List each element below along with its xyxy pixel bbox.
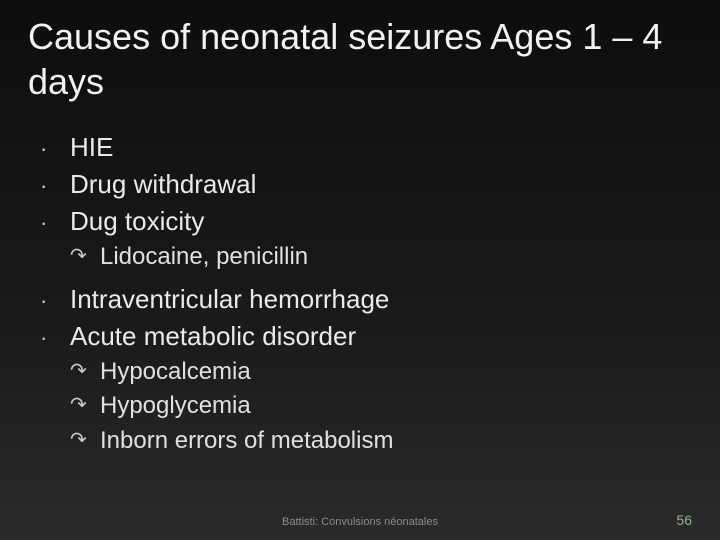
sub-bullet-marker-icon: ↷	[70, 241, 100, 270]
list-item-text: HIE	[70, 130, 113, 165]
bullet-marker-icon: ·	[40, 130, 70, 164]
list-item-text: Drug withdrawal	[70, 167, 256, 202]
bullet-marker-icon: ·	[40, 282, 70, 316]
list-item: ↷ Hypoglycemia	[70, 390, 680, 422]
sub-bullet-marker-icon: ↷	[70, 390, 100, 419]
sub-bullet-marker-icon: ↷	[70, 425, 100, 454]
list-item: · HIE	[40, 130, 680, 165]
list-item: ↷ Lidocaine, penicillin	[70, 241, 680, 273]
bullet-marker-icon: ·	[40, 204, 70, 238]
list-item-text: Lidocaine, penicillin	[100, 241, 308, 273]
list-item-text: Intraventricular hemorrhage	[70, 282, 389, 317]
list-item: ↷ Inborn errors of metabolism	[70, 425, 680, 457]
bullet-marker-icon: ·	[40, 167, 70, 201]
list-item: · Acute metabolic disorder	[40, 319, 680, 354]
list-item-text: Hypoglycemia	[100, 390, 251, 422]
page-number: 56	[676, 512, 692, 528]
footer-text: Battisti: Convulsions néonatales	[0, 516, 720, 528]
list-item-text: Acute metabolic disorder	[70, 319, 356, 354]
list-item: · Drug withdrawal	[40, 167, 680, 202]
list-item-text: Dug toxicity	[70, 204, 204, 239]
list-item: · Intraventricular hemorrhage	[40, 282, 680, 317]
list-item: ↷ Hypocalcemia	[70, 356, 680, 388]
list-item: · Dug toxicity	[40, 204, 680, 239]
list-item-text: Inborn errors of metabolism	[100, 425, 393, 457]
slide: Causes of neonatal seizures Ages 1 – 4 d…	[0, 0, 720, 540]
bullet-marker-icon: ·	[40, 319, 70, 353]
sub-bullet-marker-icon: ↷	[70, 356, 100, 385]
slide-body: · HIE · Drug withdrawal · Dug toxicity ↷…	[40, 130, 680, 459]
list-item-text: Hypocalcemia	[100, 356, 251, 388]
slide-title: Causes of neonatal seizures Ages 1 – 4 d…	[28, 14, 692, 104]
